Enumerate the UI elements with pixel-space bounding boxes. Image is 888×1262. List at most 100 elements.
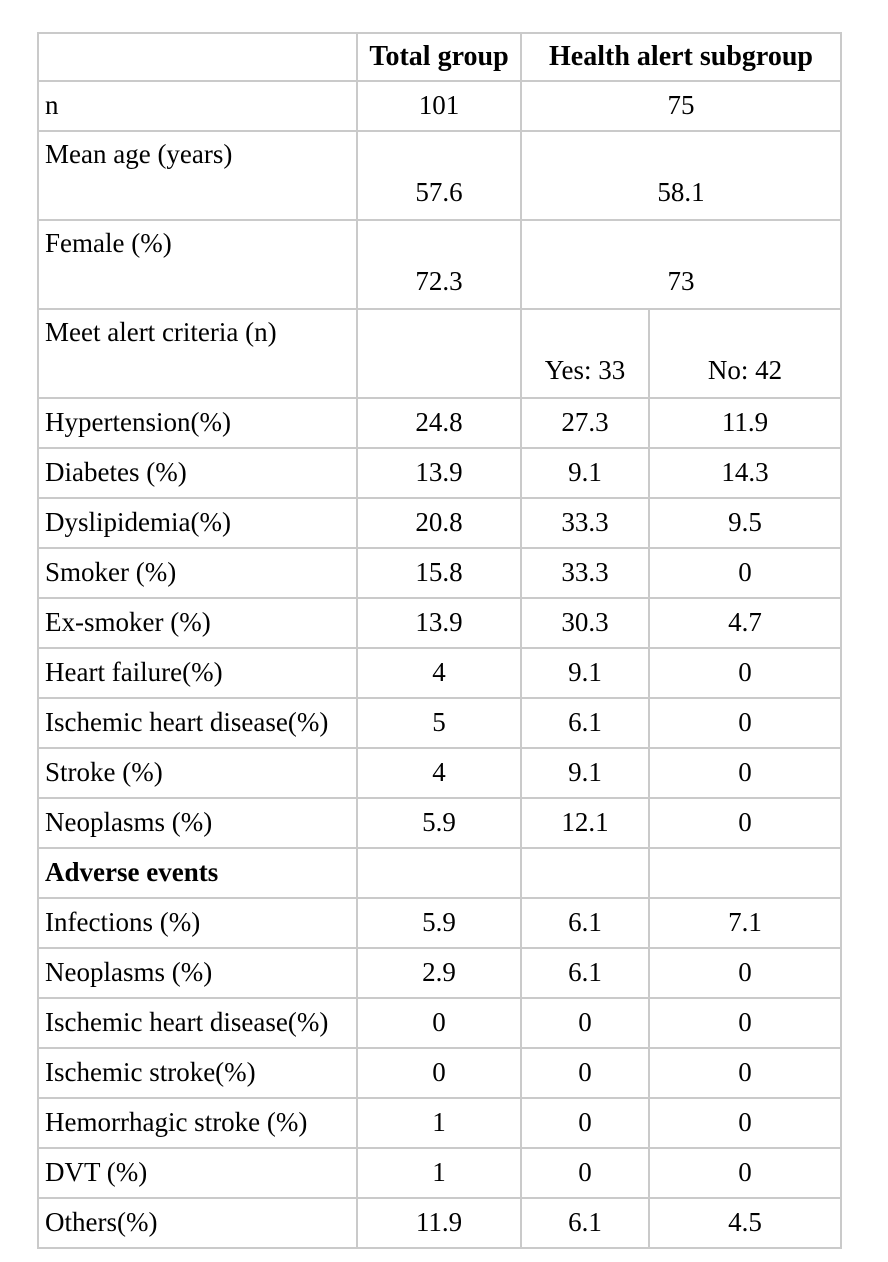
subgroup-yes-value: 30.3	[520, 597, 650, 649]
total-group-value	[356, 308, 522, 399]
total-group-value: 1	[356, 1097, 522, 1149]
subgroup-no-value: 0	[647, 547, 843, 599]
row-ischemic-heart-disease: Ischemic heart disease(%) 5 6.1 0	[37, 697, 843, 749]
subgroup-no-value: 0	[647, 1097, 843, 1149]
subgroup-no-value: No: 42	[647, 308, 843, 399]
row-label-cell: Diabetes (%)	[37, 447, 358, 499]
row-label-cell: Others(%)	[37, 1197, 358, 1249]
row-ex-smoker: Ex-smoker (%) 13.9 30.3 4.7	[37, 597, 843, 649]
row-label-cell: Meet alert criteria (n)	[37, 308, 358, 399]
subgroup-yes-value: 9.1	[520, 747, 650, 799]
total-group-value: 0	[356, 1047, 522, 1099]
baseline-characteristics-table: Total group Health alert subgroup n 101 …	[37, 32, 843, 1249]
subgroup-yes-value: 6.1	[520, 897, 650, 949]
total-group-value: 2.9	[356, 947, 522, 999]
total-group-value: 5	[356, 697, 522, 749]
table-header-row: Total group Health alert subgroup	[37, 32, 843, 82]
subgroup-no-value: 4.5	[647, 1197, 843, 1249]
row-hemorrhagic-stroke: Hemorrhagic stroke (%) 1 0 0	[37, 1097, 843, 1149]
row-heart-failure: Heart failure(%) 4 9.1 0	[37, 647, 843, 699]
row-label-cell: Dyslipidemia(%)	[37, 497, 358, 549]
total-group-value: 101	[356, 80, 522, 132]
row-label-cell: Ex-smoker (%)	[37, 597, 358, 649]
row-diabetes: Diabetes (%) 13.9 9.1 14.3	[37, 447, 843, 499]
subgroup-yes-value: 33.3	[520, 497, 650, 549]
subgroup-no-value: 0	[647, 747, 843, 799]
subgroup-yes-value: 0	[520, 997, 650, 1049]
row-dvt: DVT (%) 1 0 0	[37, 1147, 843, 1199]
row-neoplasms-adverse: Neoplasms (%) 2.9 6.1 0	[37, 947, 843, 999]
total-group-value: 1	[356, 1147, 522, 1199]
total-group-value: 57.6	[356, 130, 522, 221]
subgroup-no-value: 4.7	[647, 597, 843, 649]
subgroup-yes-value: Yes: 33	[520, 308, 650, 399]
subgroup-no-value: 0	[647, 1047, 843, 1099]
subgroup-no-value: 0	[647, 697, 843, 749]
row-label-cell: Infections (%)	[37, 897, 358, 949]
subgroup-no-value: 11.9	[647, 397, 843, 449]
row-dyslipidemia: Dyslipidemia(%) 20.8 33.3 9.5	[37, 497, 843, 549]
subgroup-yes-value: 0	[520, 1147, 650, 1199]
row-stroke: Stroke (%) 4 9.1 0	[37, 747, 843, 799]
subgroup-no-value: 0	[647, 997, 843, 1049]
subgroup-yes-value: 12.1	[520, 797, 650, 849]
header-health-alert-subgroup: Health alert subgroup	[519, 32, 843, 82]
subgroup-no-value: 14.3	[647, 447, 843, 499]
total-group-value: 24.8	[356, 397, 522, 449]
subgroup-yes-value: 27.3	[520, 397, 650, 449]
row-label-cell: n	[37, 80, 358, 132]
row-adverse-events-section: Adverse events	[37, 847, 843, 899]
row-label-cell: Stroke (%)	[37, 747, 358, 799]
row-smoker: Smoker (%) 15.8 33.3 0	[37, 547, 843, 599]
header-total-group: Total group	[356, 32, 522, 82]
row-meet-alert-criteria: Meet alert criteria (n) Yes: 33 No: 42	[37, 308, 843, 399]
subgroup-value: 58.1	[519, 130, 843, 221]
subgroup-no-value: 0	[647, 647, 843, 699]
row-label-cell: DVT (%)	[37, 1147, 358, 1199]
subgroup-value: 75	[519, 80, 843, 132]
total-group-value: 11.9	[356, 1197, 522, 1249]
subgroup-no-value: 0	[647, 797, 843, 849]
total-group-value: 4	[356, 747, 522, 799]
row-label-cell: Hypertension(%)	[37, 397, 358, 449]
subgroup-yes-value: 6.1	[520, 697, 650, 749]
section-label-cell: Adverse events	[37, 847, 358, 899]
total-group-value: 72.3	[356, 219, 522, 310]
row-mean-age: Mean age (years) 57.6 58.1	[37, 130, 843, 221]
row-label-cell: Ischemic heart disease(%)	[37, 697, 358, 749]
row-female: Female (%) 72.3 73	[37, 219, 843, 310]
subgroup-yes-value: 33.3	[520, 547, 650, 599]
row-hypertension: Hypertension(%) 24.8 27.3 11.9	[37, 397, 843, 449]
subgroup-yes-value: 6.1	[520, 947, 650, 999]
row-label-cell: Hemorrhagic stroke (%)	[37, 1097, 358, 1149]
row-label-cell: Ischemic stroke(%)	[37, 1047, 358, 1099]
subgroup-yes-value: 0	[520, 1097, 650, 1149]
total-group-value: 13.9	[356, 597, 522, 649]
total-group-value: 15.8	[356, 547, 522, 599]
total-group-value: 13.9	[356, 447, 522, 499]
subgroup-no-value: 9.5	[647, 497, 843, 549]
total-group-value: 0	[356, 997, 522, 1049]
row-neoplasms: Neoplasms (%) 5.9 12.1 0	[37, 797, 843, 849]
total-group-value: 5.9	[356, 897, 522, 949]
row-ischemic-heart-disease-adverse: Ischemic heart disease(%) 0 0 0	[37, 997, 843, 1049]
subgroup-value: 73	[519, 219, 843, 310]
subgroup-yes-value	[520, 847, 650, 899]
row-label-cell: Heart failure(%)	[37, 647, 358, 699]
subgroup-no-value	[647, 847, 843, 899]
row-label-cell: Smoker (%)	[37, 547, 358, 599]
header-corner-cell	[37, 32, 358, 82]
subgroup-no-value: 7.1	[647, 897, 843, 949]
subgroup-no-value: 0	[647, 1147, 843, 1199]
row-others: Others(%) 11.9 6.1 4.5	[37, 1197, 843, 1249]
total-group-value: 4	[356, 647, 522, 699]
total-group-value	[356, 847, 522, 899]
subgroup-yes-value: 9.1	[520, 447, 650, 499]
row-infections: Infections (%) 5.9 6.1 7.1	[37, 897, 843, 949]
subgroup-yes-value: 0	[520, 1047, 650, 1099]
subgroup-yes-value: 9.1	[520, 647, 650, 699]
row-label-cell: Mean age (years)	[37, 130, 358, 221]
subgroup-yes-value: 6.1	[520, 1197, 650, 1249]
total-group-value: 5.9	[356, 797, 522, 849]
